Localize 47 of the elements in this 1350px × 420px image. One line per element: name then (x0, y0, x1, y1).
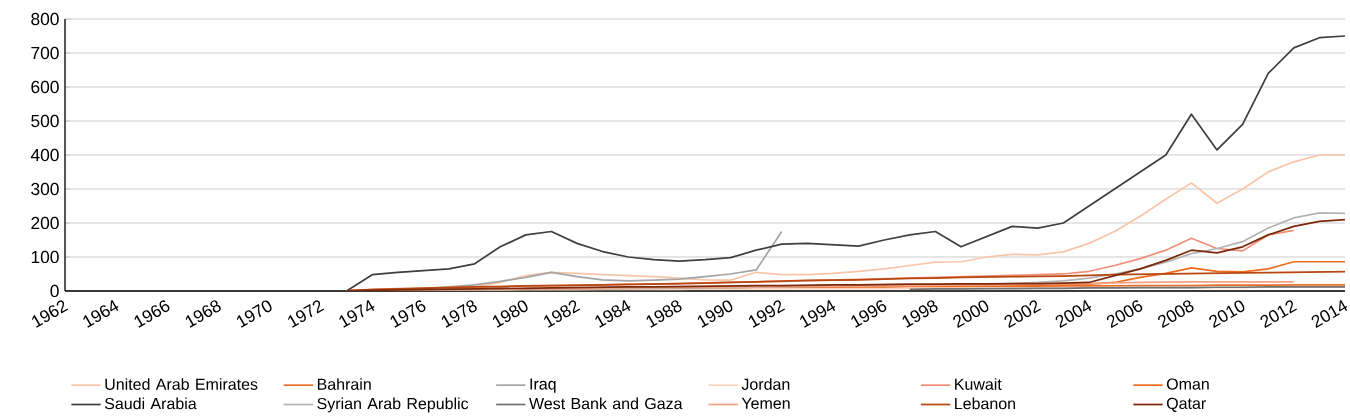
y-tick-label: 300 (31, 182, 59, 196)
x-tick-label: 2008 (1158, 300, 1194, 328)
x-tick-label: 1992 (748, 300, 786, 328)
y-tick-label: 800 (31, 12, 59, 26)
x-tick-label: 1978 (441, 300, 477, 328)
x-tick-label: 1964 (83, 299, 119, 328)
legend-label: Qatar (1166, 397, 1206, 412)
legend-label: Kuwait (955, 378, 1002, 390)
legend-label: Saudi Arabia (104, 397, 197, 410)
x-tick-label: 2012 (1260, 300, 1298, 328)
x-tick-label: 1968 (185, 300, 221, 328)
x-tick-label: 1996 (851, 300, 887, 328)
legend-label: Jordan (741, 378, 790, 390)
x-tick-label: 2004 (1055, 299, 1092, 328)
x-tick-label: 2006 (1106, 300, 1143, 328)
x-tick-label: 1976 (390, 300, 426, 328)
x-tick-label: 1982 (544, 300, 581, 328)
y-tick-label: 400 (30, 148, 59, 162)
legend-label: Bahrain (317, 378, 371, 390)
legend-label: Lebanon (955, 397, 1016, 410)
legend-label: Oman (1166, 378, 1209, 390)
x-tick-label: 2000 (953, 300, 989, 328)
y-tick-label: 500 (31, 114, 59, 128)
x-tick-label: 1970 (236, 300, 272, 328)
y-tick-label: 100 (31, 250, 59, 264)
x-tick-label: 2002 (1004, 300, 1042, 328)
legend-label: Syrian Arab Republic (317, 397, 469, 413)
x-tick-label: 1994 (800, 299, 836, 328)
x-tick-label: 1998 (902, 300, 938, 328)
x-tick-label: 1984 (595, 299, 631, 328)
legend-label: Yemen (741, 397, 790, 409)
legend-label: Iraq (530, 378, 556, 393)
y-tick-label: 700 (31, 46, 59, 60)
y-tick-label: 200 (31, 216, 59, 230)
x-tick-label: 1988 (646, 300, 682, 328)
legend-label: West Bank and Gaza (529, 397, 683, 410)
x-tick-label: 1974 (339, 299, 375, 328)
y-tick-label: 0 (50, 284, 59, 298)
y-tick-label: 600 (31, 80, 59, 94)
x-tick-label: 1966 (134, 300, 170, 328)
x-tick-label: 1980 (492, 300, 528, 328)
legend-label: United Arab Emirates (105, 378, 258, 390)
x-tick-label: 1962 (32, 300, 69, 328)
x-tick-label: 2010 (1209, 300, 1245, 328)
x-tick-label: 2014 (1311, 299, 1348, 328)
x-tick-label: 1990 (697, 300, 733, 328)
x-tick-label: 1972 (288, 300, 325, 328)
